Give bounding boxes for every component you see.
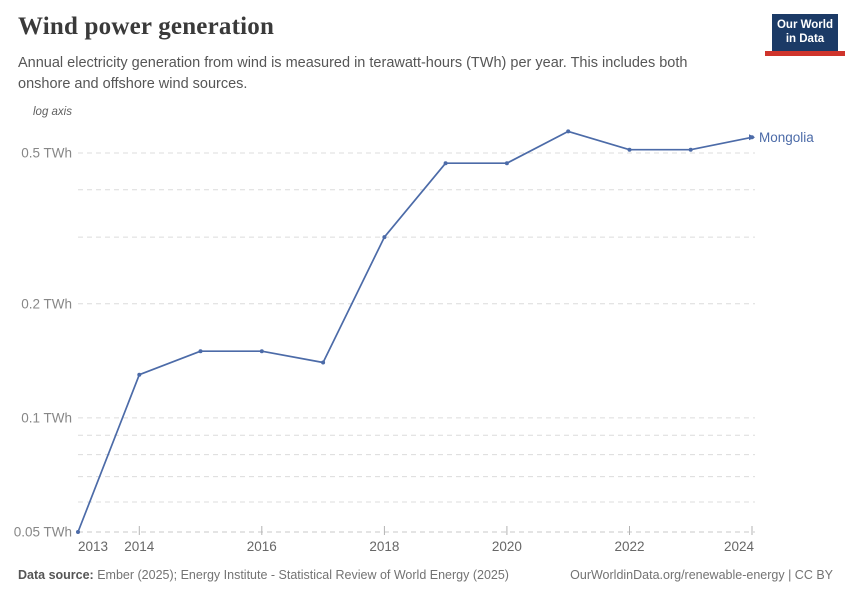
owid-logo-stripe <box>765 51 845 56</box>
chart-footer: Data source: Ember (2025); Energy Instit… <box>18 568 833 582</box>
owid-logo-box: Our World in Data <box>772 14 838 51</box>
log-axis-toggle[interactable]: log axis <box>33 106 72 118</box>
x-tick-label: 2020 <box>492 539 522 554</box>
y-tick-label: 0.5 TWh <box>21 146 72 161</box>
owid-logo-line1: Our World <box>776 19 833 31</box>
y-tick-label: 0.1 TWh <box>21 410 72 425</box>
data-point[interactable] <box>627 147 632 152</box>
series-label[interactable]: Mongolia <box>759 130 814 145</box>
data-point[interactable] <box>688 147 693 152</box>
y-tick-label: 0.2 TWh <box>21 296 72 311</box>
data-source-note: Data source: Ember (2025); Energy Instit… <box>18 568 509 582</box>
data-point[interactable] <box>566 129 571 134</box>
series-end-marker <box>749 134 756 141</box>
chart-subtitle: Annual electricity generation from wind … <box>18 55 688 92</box>
data-point[interactable] <box>198 349 203 354</box>
data-point[interactable] <box>76 530 80 534</box>
data-point[interactable] <box>382 235 387 240</box>
page-title: Wind power generation <box>18 13 275 40</box>
x-tick-label: 2024 <box>724 539 755 554</box>
data-point[interactable] <box>321 360 326 365</box>
series-line[interactable] <box>77 130 753 533</box>
x-tick-label: 2022 <box>614 539 644 554</box>
owid-logo-line2: in Data <box>785 32 825 45</box>
data-point[interactable] <box>259 349 264 354</box>
data-source-label: Data source: <box>18 568 94 582</box>
x-tick-label: 2014 <box>124 539 155 554</box>
owid-logo[interactable]: Our World in Data <box>765 14 845 56</box>
x-tick-label: 2018 <box>369 539 399 554</box>
x-tick-label: 2016 <box>247 539 277 554</box>
data-point[interactable] <box>443 161 448 166</box>
owid-credit-link[interactable]: OurWorldinData.org/renewable-energy | CC… <box>570 568 833 582</box>
x-tick-label: 2013 <box>78 539 108 554</box>
data-point[interactable] <box>504 161 509 166</box>
data-source-text: Ember (2025); Energy Institute - Statist… <box>93 568 509 582</box>
data-point[interactable] <box>137 372 142 377</box>
y-tick-label: 0.05 TWh <box>14 525 72 540</box>
